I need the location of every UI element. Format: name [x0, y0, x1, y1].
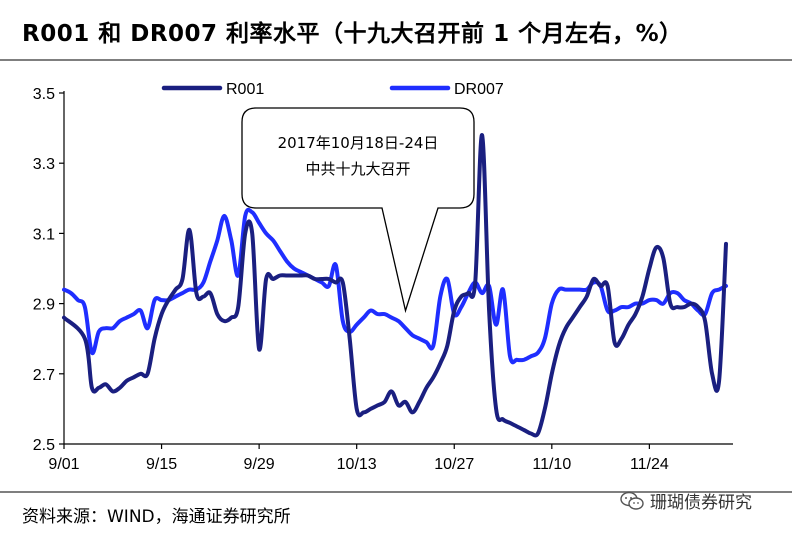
chart-legend: R001 DR007: [161, 81, 504, 98]
x-tick-label: 10/27: [434, 456, 474, 473]
legend-label-dr007: DR007: [454, 81, 504, 98]
callout-bubble: [241, 107, 475, 314]
x-tick-label: 9/01: [48, 456, 79, 473]
event-callout: 2017年10月18日-24日 中共十九大召开: [241, 107, 475, 314]
x-tick-labels: 9/01 9/15 9/29 10/13 10/27 11/10 11/24: [48, 456, 668, 473]
callout-line-2: 中共十九大召开: [305, 160, 410, 178]
y-tick-label: 2.5: [33, 437, 55, 454]
x-tick-label: 11/10: [532, 456, 571, 473]
line-chart: 2.5 2.7 2.9 3.1 3.3 3.5 9/01 9/15 9/29 10/13 10/2…: [33, 81, 733, 473]
legend-label-r001: R001: [226, 81, 264, 98]
series-line-r001: [62, 133, 728, 438]
watermark-text: 珊瑚债券研究: [650, 493, 752, 513]
y-tick-label: 3.1: [33, 226, 55, 243]
y-tick-label: 3.3: [33, 156, 55, 173]
chart-axes: [59, 91, 733, 449]
footer-rule: [0, 491, 792, 493]
chart-series: [62, 133, 728, 438]
series-line-dr007: [62, 207, 728, 365]
page-title: R001 和 DR007 利率水平（十九大召开前 1 个月左右，%）: [22, 21, 683, 47]
y-tick-label: 2.7: [33, 367, 55, 384]
source-note: 资料来源：WIND，海通证券研究所: [22, 507, 291, 527]
y-tick-label: 3.5: [33, 86, 55, 103]
x-tick-label: 9/29: [244, 456, 275, 473]
y-tick-label: 2.9: [33, 297, 55, 314]
x-tick-label: 9/15: [146, 456, 177, 473]
y-tick-labels: 2.5 2.7 2.9 3.1 3.3 3.5: [33, 86, 55, 454]
watermark: 珊瑚债券研究: [620, 488, 752, 513]
title-rule: [0, 59, 792, 61]
wechat-icon: [620, 491, 644, 510]
x-tick-label: 11/24: [630, 456, 669, 473]
callout-line-1: 2017年10月18日-24日: [278, 134, 439, 152]
x-tick-label: 10/13: [337, 456, 377, 473]
